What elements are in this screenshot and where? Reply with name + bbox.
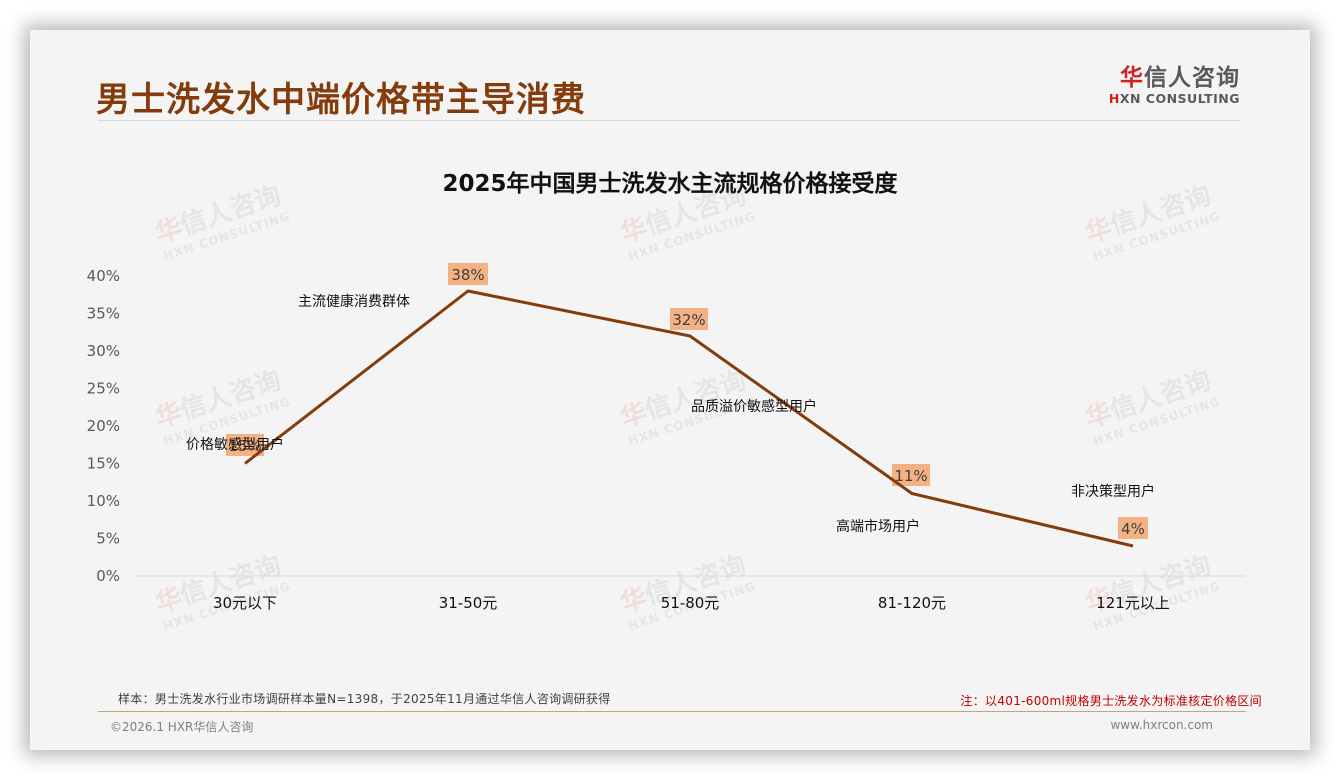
footer-divider <box>98 711 1246 712</box>
y-axis: 40% 35% 30% 25% 20% 15% 10% 5% 0% <box>87 267 120 585</box>
website-link[interactable]: www.hxrcon.com <box>1110 718 1213 732</box>
slide: 男士洗发水中端价格带主导消费 华信人咨询 HXN CONSULTING 2025… <box>30 30 1310 750</box>
y-tick: 40% <box>87 267 120 285</box>
company-logo: 华信人咨询 HXN CONSULTING <box>1109 64 1240 106</box>
annotation: 品质溢价敏感型用户 <box>691 398 817 415</box>
y-tick: 25% <box>87 380 120 398</box>
y-tick: 30% <box>87 342 120 360</box>
annotation: 高端市场用户 <box>836 518 920 535</box>
data-label-bg <box>670 308 708 330</box>
data-label: 15% <box>228 437 261 455</box>
copyright: ©2026.1 HXR华信人咨询 <box>110 720 254 734</box>
y-tick: 5% <box>96 530 120 548</box>
data-label: 4% <box>1121 520 1145 538</box>
x-tick: 31-50元 <box>439 594 498 612</box>
data-label: 38% <box>451 266 484 284</box>
y-tick: 20% <box>87 417 120 435</box>
data-label-bg <box>226 434 264 456</box>
sample-note: 样本：男士洗发水行业市场调研样本量N=1398，于2025年11月通过华信人咨询… <box>118 692 611 706</box>
data-label: 32% <box>672 311 705 329</box>
chart-title: 2025年中国男士洗发水主流规格价格接受度 <box>442 171 898 197</box>
logo-cn-red: 华 <box>1120 65 1144 91</box>
logo-en-red: H <box>1108 91 1120 106</box>
page-title: 男士洗发水中端价格带主导消费 <box>96 80 586 120</box>
logo-cn-rest: 信人咨询 <box>1144 65 1240 91</box>
annotation: 非决策型用户 <box>1071 483 1155 500</box>
data-labels: 15% 38% 32% 11% 4% <box>226 263 1148 539</box>
logo-en-rest: XN CONSULTING <box>1119 91 1240 106</box>
x-tick: 121元以上 <box>1096 594 1170 612</box>
data-label-bg <box>1118 517 1148 539</box>
data-label-bg <box>448 263 488 285</box>
data-label-bg <box>892 464 930 486</box>
annotation: 主流健康消费群体 <box>298 293 410 310</box>
x-axis: 30元以下 31-50元 51-80元 81-120元 121元以上 <box>213 594 1170 612</box>
title-divider <box>98 120 1240 121</box>
y-tick: 15% <box>87 455 120 473</box>
logo-cn: 华信人咨询 <box>1109 64 1240 92</box>
annotation: 价格敏感型用户 <box>186 436 284 453</box>
price-range-note: 注：以401-600ml规格男士洗发水为标准核定价格区间 <box>960 694 1262 708</box>
data-label: 11% <box>894 467 927 485</box>
logo-en: HXN CONSULTING <box>1109 92 1240 106</box>
y-tick: 0% <box>96 567 120 585</box>
annotations: 价格敏感型用户 主流健康消费群体 品质溢价敏感型用户 高端市场用户 非决策型用户 <box>186 293 1155 535</box>
line-chart: 40% 35% 30% 25% 20% 15% 10% 5% 0% 30元以下 … <box>87 263 1245 612</box>
x-tick: 30元以下 <box>213 594 277 612</box>
x-tick: 81-120元 <box>878 594 946 612</box>
series-line <box>244 289 1134 548</box>
y-tick: 35% <box>87 305 120 323</box>
x-tick: 51-80元 <box>661 594 720 612</box>
y-tick: 10% <box>87 492 120 510</box>
